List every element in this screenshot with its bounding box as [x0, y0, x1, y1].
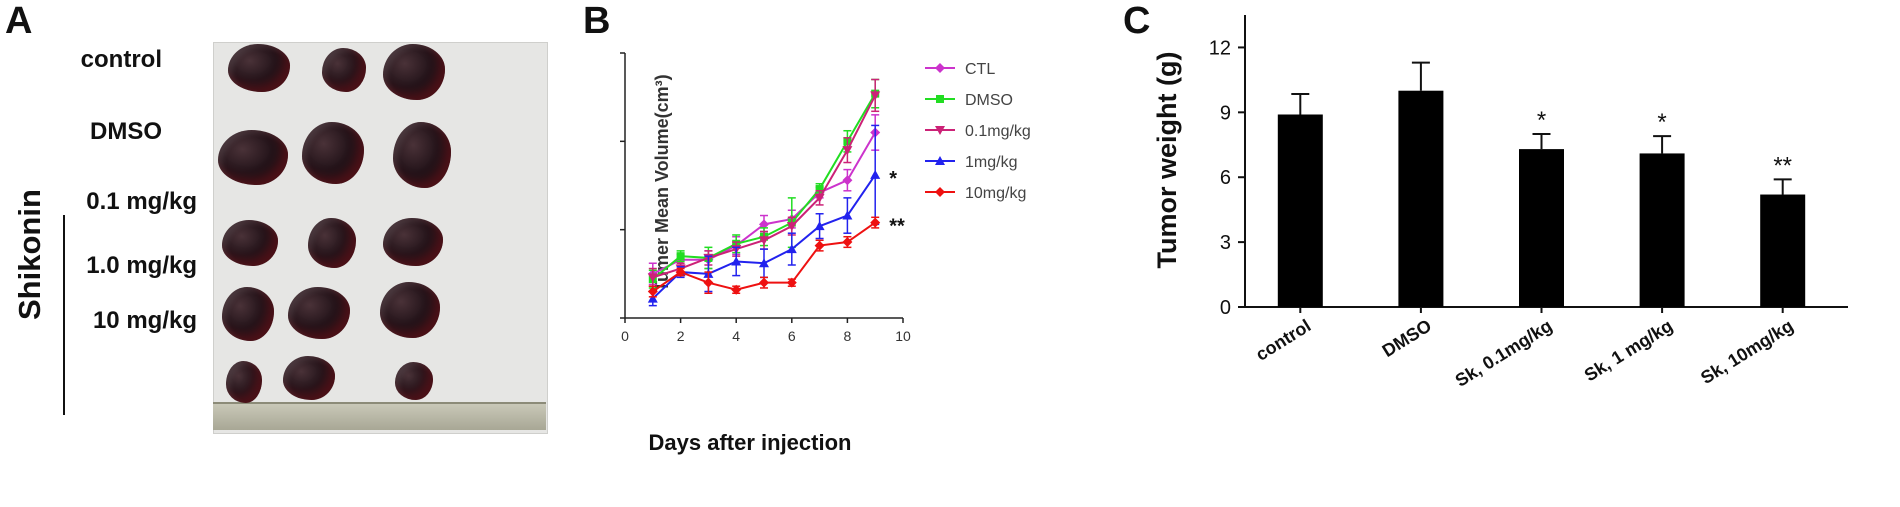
tumor-specimen: [228, 44, 290, 92]
shikonin-bracket-line: [63, 215, 65, 415]
data-point: [870, 91, 881, 101]
category-label: Sk, 1 mg/kg: [1581, 315, 1676, 385]
tumor-specimen: [380, 282, 440, 338]
x-tick-label: 8: [844, 328, 852, 344]
data-point: [676, 252, 685, 261]
legend-marker: [935, 156, 945, 165]
panel-c-ylabel: Tumor weight (g): [1152, 52, 1182, 269]
category-label: control: [1252, 315, 1314, 364]
tumor-specimen: [395, 362, 433, 400]
legend-label: 1mg/kg: [965, 154, 1017, 171]
panel-b-ylabel: Tumer Mean Volume(cm³): [652, 74, 672, 291]
legend-label: 0.1mg/kg: [965, 123, 1031, 140]
data-point: [814, 240, 825, 251]
tumor-specimen: [393, 122, 451, 188]
data-point: [759, 236, 769, 246]
tumor-specimen: [383, 44, 445, 100]
significance-marker: **: [889, 216, 905, 238]
data-point: [731, 256, 742, 266]
tumor-specimen: [302, 122, 364, 184]
tumor-specimen: [322, 48, 366, 92]
data-point: [647, 273, 658, 283]
significance-marker: *: [1537, 107, 1546, 134]
x-tick-label: 4: [732, 328, 740, 344]
x-tick-label: 6: [788, 328, 796, 344]
line-chart-panel-b: Tumer Mean Volume(cm³) Days after inject…: [620, 52, 1031, 455]
x-tick-label: 10: [895, 328, 911, 344]
tumor-specimen: [222, 287, 274, 341]
ruler: [213, 402, 546, 430]
bar: [1277, 114, 1323, 307]
data-point: [647, 286, 658, 297]
panel-b-letter: B: [583, 0, 611, 42]
legend-marker: [935, 126, 945, 135]
legend-marker: [935, 187, 945, 197]
tumor-specimen: [283, 356, 335, 400]
row-label-dmso: DMSO: [90, 118, 162, 145]
significance-marker: **: [1773, 152, 1792, 179]
x-tick-label: 2: [677, 328, 685, 344]
significance-marker: *: [889, 168, 897, 190]
tumor-specimen: [288, 287, 350, 339]
data-point: [814, 193, 825, 203]
y-tick-label: 9: [1220, 102, 1231, 124]
panel-a-letter: A: [5, 0, 33, 42]
panel-a-photo-figure: A control DMSO 0.1 mg/kg 1.0 mg/kg 10 mg…: [0, 0, 560, 507]
panel-c-letter: C: [1123, 0, 1151, 42]
data-point: [647, 293, 658, 303]
data-point: [759, 258, 769, 268]
tumor-specimen: [218, 130, 288, 185]
data-point: [842, 210, 853, 220]
legend-marker: [936, 95, 944, 103]
data-point: [731, 284, 742, 295]
legend-label: 10mg/kg: [965, 185, 1026, 202]
data-point: [815, 185, 824, 194]
legend-label: CTL: [965, 61, 995, 78]
row-label-0-1: 0.1 mg/kg: [86, 188, 197, 215]
significance-marker: *: [1657, 109, 1666, 136]
panel-b-xlabel: Days after injection: [649, 430, 852, 455]
bar: [1519, 149, 1564, 307]
category-label: Sk, 0.1mg/kg: [1452, 315, 1556, 390]
bar-chart-panel-c: Tumor weight (g) 0 3 6 9 12 control DMSO * Sk, 0…: [1152, 15, 1848, 391]
legend-marker: [935, 63, 945, 73]
data-point: [786, 244, 797, 254]
x-tick-label: 0: [621, 328, 629, 344]
data-point: [842, 146, 853, 156]
data-point: [759, 277, 769, 288]
data-point: [703, 277, 714, 288]
tumor-specimen: [226, 361, 262, 403]
data-point: [675, 267, 686, 278]
data-point: [814, 221, 825, 231]
bar: [1760, 194, 1806, 307]
y-tick-label: 12: [1209, 37, 1231, 59]
row-label-10: 10 mg/kg: [92, 307, 197, 334]
data-point: [870, 217, 881, 228]
shikonin-group-label: Shikonin: [12, 189, 47, 320]
row-label-1-0: 1.0 mg/kg: [86, 252, 197, 279]
y-tick-label: 6: [1220, 167, 1231, 189]
bar: [1639, 153, 1685, 307]
tumor-specimen: [222, 220, 278, 266]
data-point: [786, 277, 797, 288]
data-point: [842, 237, 853, 248]
data-point: [842, 175, 853, 186]
data-point: [759, 219, 769, 230]
y-tick-label: 3: [1220, 232, 1231, 254]
legend-label: DMSO: [965, 92, 1013, 109]
bar: [1398, 90, 1444, 307]
category-label: Sk, 10mg/kg: [1697, 315, 1797, 388]
y-tick-label: 0: [1220, 297, 1231, 319]
data-point: [786, 222, 797, 232]
tumor-specimen: [308, 218, 356, 268]
data-point: [870, 169, 881, 179]
tumor-specimen: [383, 218, 443, 266]
row-label-control: control: [80, 46, 162, 73]
category-label: DMSO: [1379, 315, 1435, 361]
